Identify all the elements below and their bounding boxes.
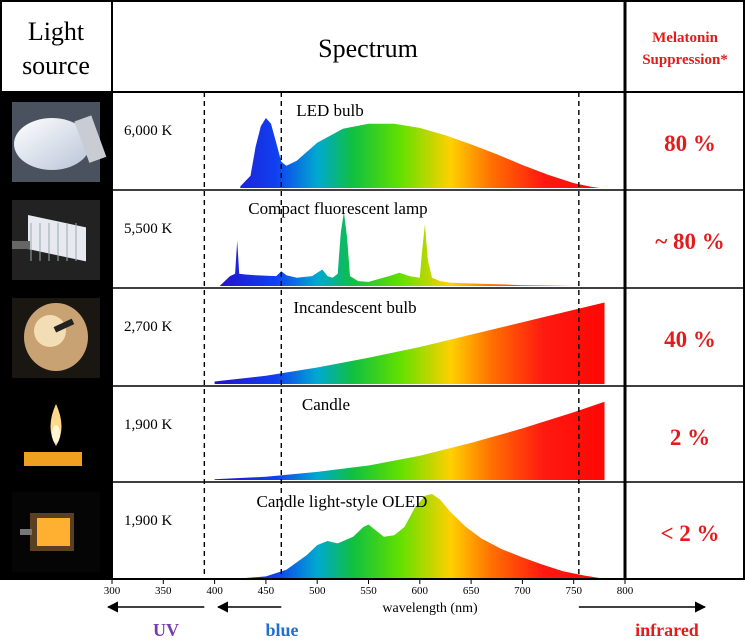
x-tick-label-1: 300 [104,585,121,597]
x-tick-label-7: 600 [412,585,429,597]
color-temperature-4: 1,900 K [124,417,173,433]
x-tick-label-3: 400 [206,585,223,597]
x-axis-label: wavelength (nm) [382,601,478,616]
series-name-4: Candle [302,395,350,414]
x-tick-label-10: 750 [565,585,582,597]
x-tick-label-9: 700 [514,585,531,597]
spectrum-area-3 [214,302,605,384]
x-tick-label-4: 450 [258,585,275,597]
melatonin-value-5: < 2 % [660,521,719,546]
melatonin-value-1: 80 % [664,131,716,156]
x-tick-label-8: 650 [463,585,480,597]
melatonin-value-4: 2 % [670,425,710,450]
led-bulb-icon [12,102,107,182]
series-name-2: Compact fluorescent lamp [248,199,427,218]
oled-panel-icon [12,492,100,572]
infrared-label: infrared [635,620,699,640]
series-name-1: LED bulb [296,101,364,120]
blue-label: blue [265,620,298,640]
color-temperature-5: 1,900 K [124,513,173,529]
color-temperature-1: 6,000 K [124,123,173,139]
color-temperature-2: 5,500 K [124,221,173,237]
compact-fluorescent-lamp-icon [12,200,100,280]
spectrum-area-4 [214,401,605,480]
light-source-header-line1: Light [28,17,85,46]
color-temperature-3: 2,700 K [124,319,173,335]
x-tick-label-11: 800 [617,585,634,597]
series-name-5: Candle light-style OLED [257,492,428,511]
candle-icon [12,396,100,476]
x-tick-label-6: 550 [360,585,377,597]
spectrum-area-2 [219,211,574,286]
x-tick-label-5: 500 [309,585,326,597]
melatonin-value-3: 40 % [664,327,716,352]
melatonin-header-line1: Melatonin [652,30,718,46]
spectrum-area-1 [240,118,600,188]
incandescent-bulb-icon [12,298,100,378]
series-name-3: Incandescent bulb [293,298,416,317]
uv-label: UV [153,620,179,640]
melatonin-value-2: ~ 80 % [655,229,724,254]
melatonin-header-line2: Suppression* [642,52,728,68]
x-tick-label-2: 350 [155,585,172,597]
spectrum-area-5 [245,494,600,578]
spectrum-header: Spectrum [318,34,418,63]
light-source-header-line2: source [22,51,90,80]
